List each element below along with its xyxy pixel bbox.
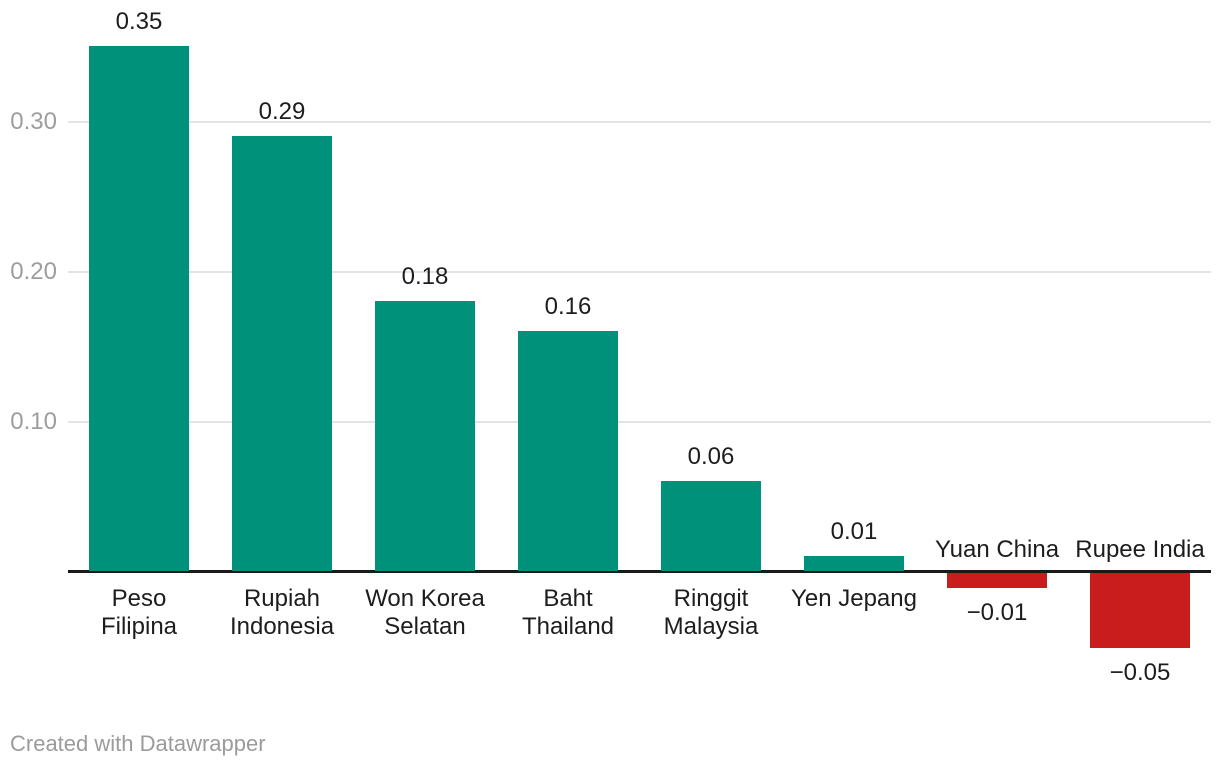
x-axis-category-label: Rupee India: [1075, 536, 1204, 564]
x-axis-category-label-line: Yuan China: [934, 536, 1060, 563]
x-axis-category-label-line: Ringgit: [673, 585, 749, 612]
x-axis-category-label-line: Selatan: [384, 613, 466, 640]
x-axis-category-label-line: Rupee India: [1075, 536, 1205, 563]
bar-won-korea-selatan: [375, 301, 475, 571]
x-axis-category-label-line: Baht: [543, 585, 593, 612]
bar-value-label: −0.05: [1109, 659, 1171, 686]
bar-baht-thailand: [518, 331, 618, 571]
bar-peso-filipina: [89, 46, 189, 571]
bar-ringgit-malaysia: [661, 481, 761, 571]
x-axis-category-label-line: Thailand: [521, 613, 615, 640]
bar-yen-jepang: [804, 556, 904, 571]
gridline: [68, 121, 1211, 123]
bar-value-label: 0.29: [258, 98, 306, 125]
bar-value-label: 0.16: [544, 293, 592, 320]
x-axis-category-label: Baht Thailand: [522, 585, 614, 641]
x-axis-category-label: Rupiah Indonesia: [230, 585, 334, 641]
x-axis-category-label-line: Yen Jepang: [791, 585, 917, 612]
x-axis-category-label-line: Malaysia: [663, 613, 759, 640]
bar-value-label: 0.06: [687, 443, 735, 470]
bar-value-label: −0.01: [966, 599, 1028, 626]
x-axis-category-label: Yen Jepang: [791, 585, 917, 613]
x-axis-category-label: Ringgit Malaysia: [664, 585, 759, 641]
x-axis-category-label: Won Korea Selatan: [365, 585, 485, 641]
x-axis-category-label-line: Peso: [111, 585, 167, 612]
x-axis-category-label-line: Filipina: [100, 613, 178, 640]
y-axis-tick-label: 0.10: [10, 408, 57, 435]
gridline: [68, 421, 1211, 423]
bar-value-label: 0.18: [401, 263, 449, 290]
gridline: [68, 271, 1211, 273]
x-axis-category-label-line: Indonesia: [229, 613, 335, 640]
x-axis-category-label: Yuan China: [935, 536, 1059, 564]
x-axis-category-label-line: Won Korea: [365, 585, 485, 612]
bar-yuan-china: [947, 573, 1047, 588]
y-axis-tick-label: 0.20: [10, 258, 57, 285]
bar-rupee-india: [1090, 573, 1190, 648]
bar-value-label: 0.35: [115, 8, 163, 35]
x-axis-category-label: Peso Filipina: [101, 585, 177, 641]
bar-value-label: 0.01: [830, 518, 878, 545]
x-axis-category-label-line: Rupiah: [243, 585, 321, 612]
bar-rupiah-indonesia: [232, 136, 332, 571]
y-axis-tick-label: 0.30: [10, 108, 57, 135]
x-axis-baseline: [68, 570, 1211, 573]
datawrapper-attribution-link[interactable]: Created with Datawrapper: [10, 731, 266, 756]
